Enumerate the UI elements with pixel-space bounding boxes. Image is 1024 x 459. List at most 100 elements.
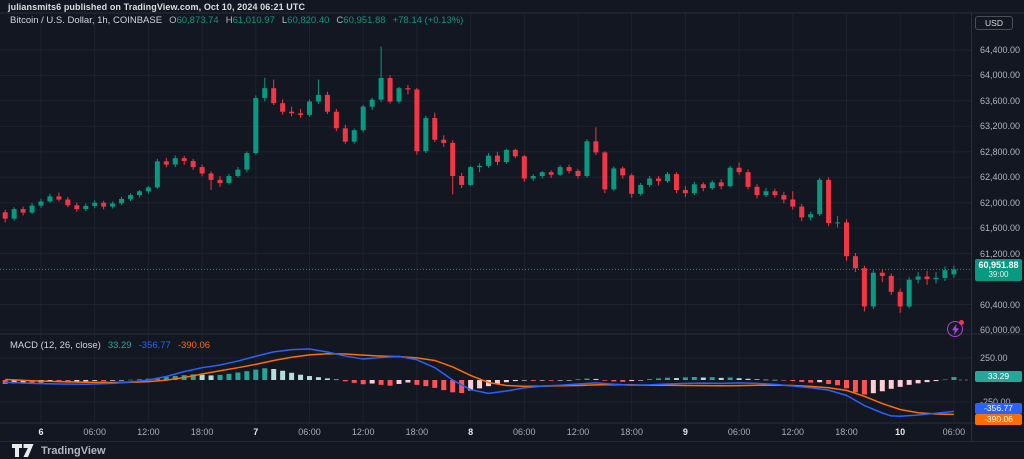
macd-histogram-bar — [136, 379, 142, 380]
candle-body — [369, 99, 375, 107]
candle-body — [477, 165, 483, 168]
macd-histogram-bar — [521, 380, 527, 381]
macd-histogram-bar — [494, 380, 500, 384]
candle-body — [942, 270, 948, 278]
candle-body — [933, 277, 939, 280]
candle-body — [83, 205, 89, 210]
candle-body — [65, 199, 71, 206]
time-axis-label: 7 — [253, 427, 259, 437]
time-axis-label: 10 — [895, 427, 906, 437]
brand-name[interactable]: TradingView — [41, 444, 106, 457]
candle-body — [799, 206, 805, 218]
candle-body — [38, 201, 44, 206]
tradingview-logo-icon[interactable] — [12, 444, 34, 457]
macd-histogram-bar — [20, 380, 26, 383]
time-axis-label: 06:00 — [942, 427, 966, 437]
time-axis-label: 18:00 — [190, 427, 214, 437]
macd-histogram-bar — [718, 377, 724, 380]
macd-histogram-bar — [396, 380, 402, 384]
flash-refresh-icon[interactable] — [947, 320, 964, 337]
macd-histogram-bar — [736, 378, 742, 380]
time-axis-label: 18:00 — [835, 427, 858, 437]
candle-body — [897, 291, 903, 307]
macd-histogram-bar — [879, 380, 885, 392]
macd-histogram-bar — [548, 380, 554, 381]
candle-body — [817, 179, 823, 215]
macd-histogram-bar — [754, 379, 760, 380]
time-axis-label: 06:00 — [513, 427, 536, 437]
candle-body — [92, 202, 98, 206]
candle-body — [172, 158, 178, 165]
candle-body — [217, 179, 223, 184]
macd-histogram-bar — [128, 379, 133, 381]
currency-button[interactable]: USD — [975, 16, 1013, 30]
candle-body — [682, 190, 688, 194]
candle-body — [226, 176, 232, 184]
candle-body — [199, 167, 205, 174]
candle-body — [29, 205, 35, 213]
macd-histogram-bar — [459, 380, 465, 394]
macd-histogram-bar — [244, 371, 250, 380]
candle-body — [566, 167, 572, 171]
macd-axis-label: -250.00 — [980, 397, 1011, 407]
macd-histogram-bar — [172, 376, 178, 380]
candle-body — [512, 149, 518, 157]
macd-title: MACD (12, 26, close) — [10, 340, 101, 351]
macd-histogram-bar — [387, 380, 393, 386]
candle-body — [405, 88, 411, 90]
macd-signal-value: -390.06 — [177, 340, 211, 351]
macd-signal-badge: -390.06 — [975, 414, 1022, 425]
macd-histogram-bar — [888, 380, 894, 389]
macd-histogram-bar — [682, 377, 688, 380]
macd-histogram-bar — [280, 370, 286, 380]
high-label: H — [225, 15, 233, 26]
candle-body — [611, 168, 617, 190]
macd-histogram-bar — [665, 377, 670, 380]
macd-histogram-bar — [826, 380, 832, 384]
macd-histogram-bar — [584, 378, 590, 380]
macd-histogram-bar — [700, 377, 706, 380]
macd-histogram-bar — [29, 380, 35, 383]
macd-histogram-bar — [673, 378, 679, 380]
candle-body — [271, 88, 277, 104]
macd-histogram-bar — [763, 379, 769, 381]
time-axis-label: 8 — [468, 427, 474, 437]
candle-body — [47, 196, 53, 202]
open-value: 60,873.74 — [176, 15, 219, 26]
candle-body — [396, 88, 402, 102]
price-axis-label: 61,600.00 — [980, 223, 1021, 234]
price-axis-label: 63,600.00 — [980, 95, 1021, 106]
candle-body — [781, 195, 787, 200]
macd-histogram-bar — [83, 380, 89, 382]
candle-body — [665, 174, 670, 182]
candle-body — [307, 101, 312, 115]
time-axis-label: 12:00 — [566, 427, 590, 437]
candle-body — [620, 168, 626, 176]
candle-body — [110, 203, 116, 207]
macd-histogram-bar — [289, 372, 295, 380]
macd-legend: MACD (12, 26, close) 33.29 -356.77 -390.06 — [10, 340, 210, 351]
footer: TradingView — [0, 441, 1024, 459]
candle-body — [647, 178, 653, 185]
macd-histogram-bar — [745, 378, 751, 380]
macd-histogram-bar — [199, 374, 205, 380]
macd-histogram-bar — [817, 380, 823, 383]
last-price: 60,951.88 — [978, 260, 1019, 270]
candle-body — [602, 152, 608, 190]
macd-histogram-bar — [808, 380, 814, 383]
macd-histogram-bar — [333, 379, 339, 381]
macd-signal-line — [5, 353, 954, 416]
candle-body — [844, 222, 849, 257]
macd-histogram-bar — [271, 369, 277, 380]
macd-histogram-bar — [74, 380, 80, 382]
change-value: +78.14 (+0.13%) — [392, 15, 464, 26]
candle-body — [324, 94, 330, 112]
macd-histogram-bar — [477, 380, 483, 389]
open-label: O — [169, 15, 177, 26]
macd-histogram-bar — [101, 380, 107, 382]
macd-line — [5, 348, 954, 418]
candle-body — [360, 106, 366, 131]
time-axis-label: 12:00 — [781, 427, 805, 437]
candle-body — [235, 169, 241, 177]
